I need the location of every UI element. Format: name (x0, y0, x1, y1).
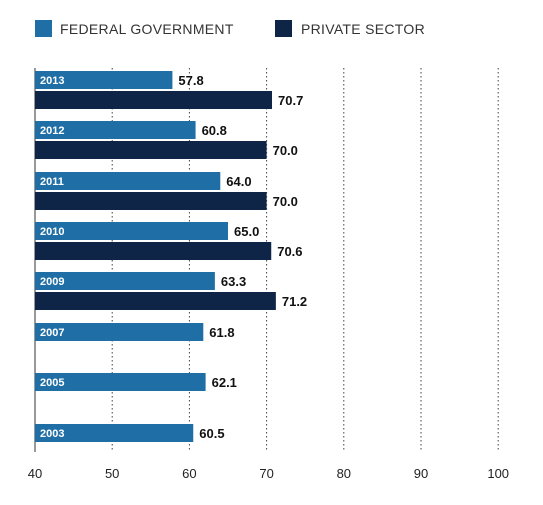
x-tick-label-90: 90 (414, 466, 428, 481)
value-label-federal-government-2011: 64.0 (226, 174, 251, 189)
legend-swatch-federal-government (35, 20, 52, 37)
bar-federal-government-2009 (35, 272, 215, 290)
category-group-2005: 62.1 2005 (35, 373, 237, 391)
value-label-federal-government-2012: 60.8 (202, 123, 227, 138)
year-label-2013: 2013 (40, 75, 64, 87)
value-label-federal-government-2009: 63.3 (221, 274, 246, 289)
bar-private-sector-2013 (35, 91, 273, 109)
year-label-2011: 2011 (40, 176, 64, 188)
year-label-2010: 2010 (40, 226, 64, 238)
bar-federal-government-2013 (35, 71, 173, 89)
x-axis-ticks: 40 50 60 70 80 90 100 (28, 466, 509, 481)
legend: FEDERAL GOVERNMENT PRIVATE SECTOR (35, 20, 425, 37)
bar-federal-government-2012 (35, 121, 196, 139)
category-group-2009: 63.3 2009 71.2 (35, 272, 307, 310)
value-label-private-sector-2009: 71.2 (282, 294, 307, 309)
category-group-2003: 60.5 2003 (35, 424, 225, 442)
value-label-private-sector-2010: 70.6 (277, 244, 302, 259)
x-tick-label-70: 70 (259, 466, 273, 481)
x-tick-label-40: 40 (28, 466, 42, 481)
bars: 57.8 2013 70.7 60.8 2012 70.0 64.0 2011 70.0 65.0… (35, 71, 307, 442)
bar-federal-government-2005 (35, 373, 206, 391)
value-label-federal-government-2007: 61.8 (209, 325, 234, 340)
bar-federal-government-2007 (35, 323, 204, 341)
year-label-2005: 2005 (40, 377, 64, 389)
x-tick-label-100: 100 (487, 466, 509, 481)
bar-private-sector-2009 (35, 292, 276, 310)
value-label-private-sector-2013: 70.7 (278, 93, 303, 108)
year-label-2007: 2007 (40, 327, 64, 339)
category-group-2010: 65.0 2010 70.6 (35, 222, 303, 260)
legend-swatch-private-sector (275, 20, 292, 37)
year-label-2012: 2012 (40, 125, 64, 137)
value-label-federal-government-2005: 62.1 (212, 375, 237, 390)
legend-label-private-sector: PRIVATE SECTOR (301, 21, 425, 37)
year-label-2003: 2003 (40, 428, 64, 440)
category-group-2012: 60.8 2012 70.0 (35, 121, 298, 159)
category-group-2013: 57.8 2013 70.7 (35, 71, 303, 109)
value-label-federal-government-2003: 60.5 (199, 426, 224, 441)
value-label-federal-government-2010: 65.0 (234, 224, 259, 239)
x-tick-label-60: 60 (182, 466, 196, 481)
bar-private-sector-2011 (35, 192, 267, 210)
category-group-2007: 61.8 2007 (35, 323, 235, 341)
bar-federal-government-2010 (35, 222, 228, 240)
value-label-private-sector-2012: 70.0 (273, 143, 298, 158)
x-tick-label-80: 80 (337, 466, 351, 481)
year-label-2009: 2009 (40, 276, 64, 288)
bar-private-sector-2010 (35, 242, 272, 260)
value-label-federal-government-2013: 57.8 (178, 73, 203, 88)
value-label-private-sector-2011: 70.0 (273, 194, 298, 209)
bar-private-sector-2012 (35, 141, 267, 159)
bar-federal-government-2011 (35, 172, 221, 190)
x-tick-label-50: 50 (105, 466, 119, 481)
bar-federal-government-2003 (35, 424, 194, 442)
legend-label-federal-government: FEDERAL GOVERNMENT (60, 21, 234, 37)
category-group-2011: 64.0 2011 70.0 (35, 172, 298, 210)
